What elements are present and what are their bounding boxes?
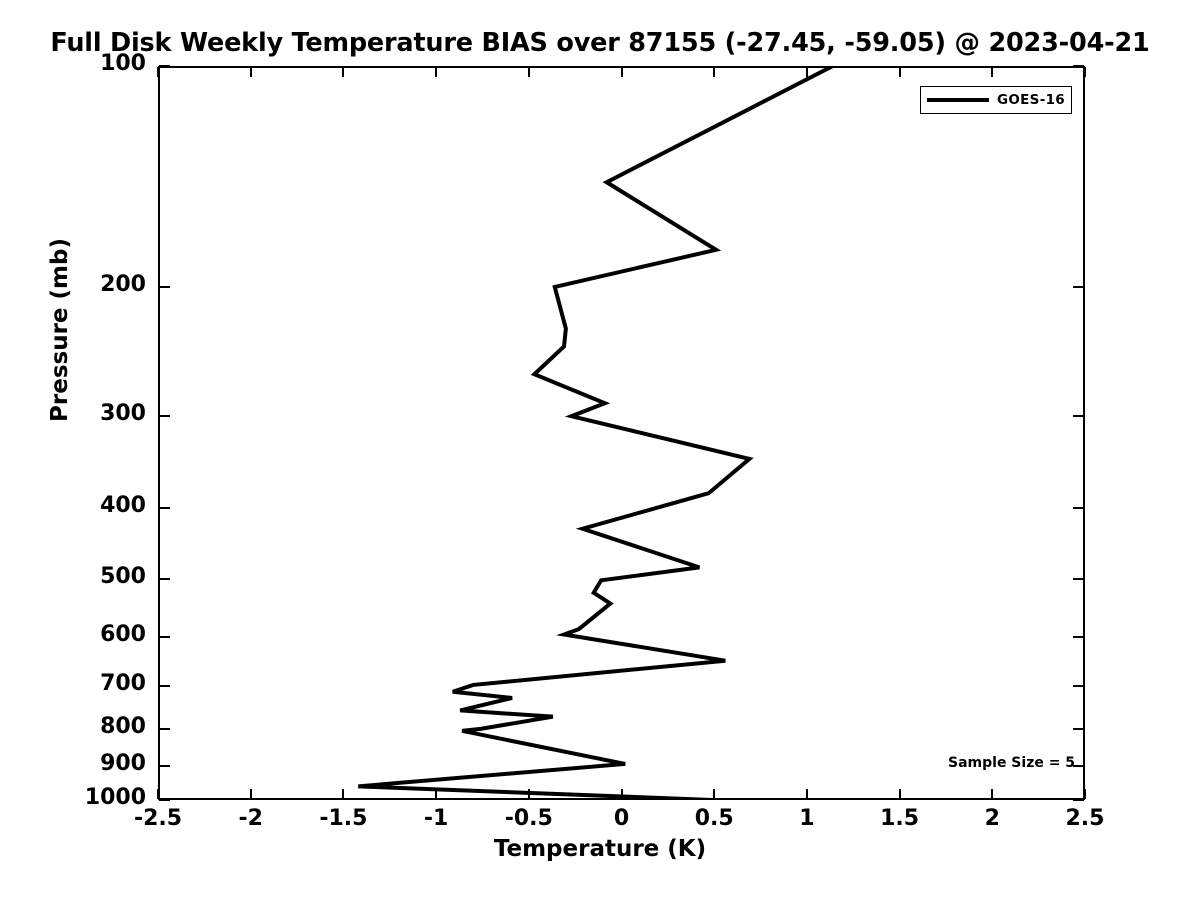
y-tick-mark bbox=[159, 685, 170, 688]
y-tick-mark-right bbox=[1073, 799, 1084, 801]
x-tick-label: -2.5 bbox=[133, 806, 183, 831]
x-tick-label: 0 bbox=[613, 806, 630, 831]
y-tick-label: 900 bbox=[100, 751, 146, 777]
x-tick-mark-top bbox=[1084, 67, 1086, 77]
x-tick-mark-top bbox=[342, 67, 345, 77]
y-tick-mark bbox=[159, 636, 170, 639]
y-tick-mark bbox=[159, 727, 170, 730]
x-tick-mark-top bbox=[157, 67, 159, 77]
x-tick-label: -1.5 bbox=[319, 806, 368, 831]
x-tick-mark-top bbox=[898, 67, 901, 77]
x-tick-mark bbox=[249, 789, 252, 799]
y-tick-mark-right bbox=[1073, 65, 1084, 67]
y-tick-mark-right bbox=[1073, 685, 1084, 688]
y-tick-label: 500 bbox=[100, 564, 146, 590]
y-tick-mark-right bbox=[1073, 636, 1084, 639]
x-tick-label: -2 bbox=[238, 806, 263, 831]
x-axis-label: Temperature (K) bbox=[493, 836, 707, 862]
y-tick-mark bbox=[159, 285, 170, 288]
y-tick-label: 400 bbox=[100, 492, 146, 518]
x-tick-label: 0.5 bbox=[694, 806, 734, 831]
x-tick-mark-top bbox=[620, 67, 623, 77]
y-tick-mark-right bbox=[1073, 578, 1084, 581]
y-tick-mark bbox=[159, 415, 170, 418]
x-tick-mark bbox=[620, 789, 623, 799]
y-tick-mark bbox=[159, 578, 170, 581]
x-tick-mark bbox=[435, 789, 438, 799]
y-tick-mark-right bbox=[1073, 506, 1084, 509]
x-tick-mark-top bbox=[805, 67, 808, 77]
y-tick-label: 700 bbox=[100, 671, 146, 697]
page-title: Full Disk Weekly Temperature BIAS over 8… bbox=[50, 28, 1150, 58]
legend-label-goes16: GOES-16 bbox=[997, 92, 1065, 108]
x-tick-mark bbox=[805, 789, 808, 799]
y-axis-label-text: Pressure (mb) bbox=[47, 238, 73, 422]
x-tick-mark bbox=[713, 789, 716, 799]
x-tick-mark bbox=[898, 789, 901, 799]
y-tick-mark-right bbox=[1073, 727, 1084, 730]
x-tick-mark-top bbox=[527, 67, 530, 77]
y-tick-label: 1000 bbox=[84, 785, 146, 810]
x-tick-label: 1.5 bbox=[880, 806, 920, 831]
y-tick-mark bbox=[159, 506, 170, 509]
y-tick-mark bbox=[159, 799, 170, 801]
sample-size-annotation: Sample Size = 5 bbox=[948, 755, 1076, 771]
y-tick-label: 600 bbox=[100, 622, 146, 648]
plot-area bbox=[158, 66, 1085, 800]
x-tick-mark-top bbox=[991, 67, 994, 77]
data-line-series bbox=[358, 66, 834, 800]
x-tick-label: 2.5 bbox=[1065, 806, 1105, 831]
x-tick-mark bbox=[991, 789, 994, 799]
x-tick-label: 2 bbox=[984, 806, 1000, 831]
x-tick-label: -0.5 bbox=[504, 806, 553, 831]
y-tick-mark bbox=[159, 65, 170, 67]
legend-line-swatch bbox=[927, 98, 989, 102]
y-tick-label: 800 bbox=[100, 713, 146, 739]
x-tick-mark-top bbox=[249, 67, 252, 77]
y-tick-label: 100 bbox=[100, 51, 146, 76]
x-tick-mark-top bbox=[713, 67, 716, 77]
x-tick-mark bbox=[1084, 789, 1086, 799]
x-tick-mark bbox=[157, 789, 159, 799]
y-tick-label: 200 bbox=[100, 271, 146, 297]
x-tick-mark bbox=[342, 789, 345, 799]
x-tick-mark bbox=[527, 789, 530, 799]
x-tick-label: 1 bbox=[799, 806, 815, 831]
x-tick-mark-top bbox=[435, 67, 438, 77]
y-tick-mark-right bbox=[1073, 765, 1084, 768]
y-tick-mark bbox=[159, 765, 170, 768]
legend: GOES-16 bbox=[920, 86, 1072, 114]
series-goes16-polyline bbox=[358, 66, 834, 800]
y-tick-label: 300 bbox=[100, 401, 146, 427]
x-tick-label: -1 bbox=[423, 806, 449, 831]
y-tick-mark-right bbox=[1073, 415, 1084, 418]
y-tick-mark-right bbox=[1073, 285, 1084, 288]
